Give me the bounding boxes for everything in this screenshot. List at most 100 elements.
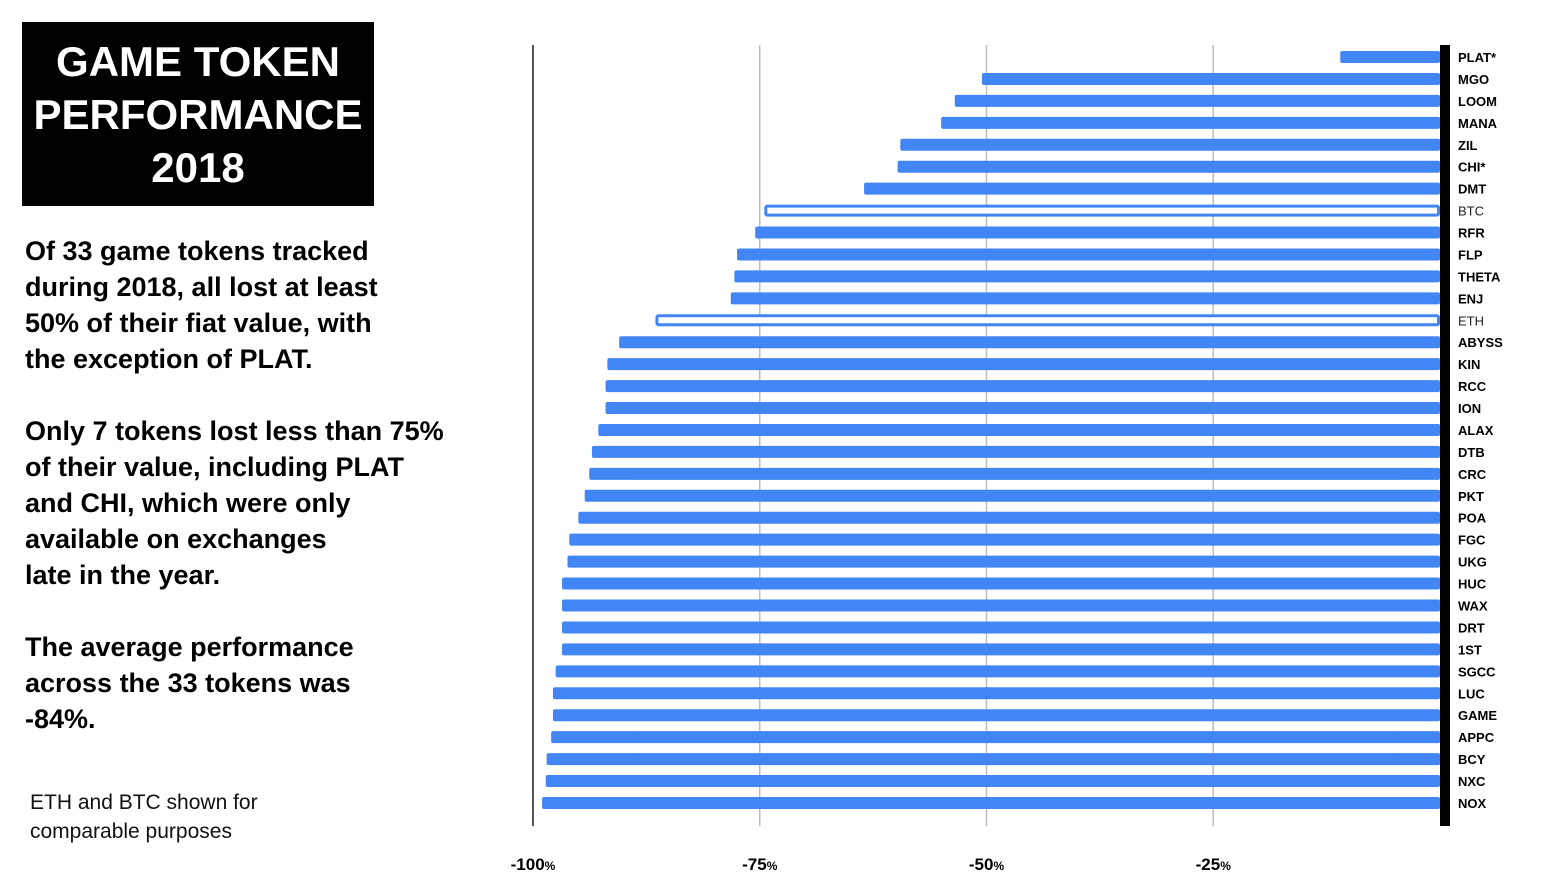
token-label: UKG — [1458, 555, 1487, 570]
bar-enj — [730, 292, 1440, 305]
x-tick-labels: -100% -75% -50% -25% — [511, 855, 1232, 874]
bar-crc — [589, 467, 1440, 480]
bar-rcc — [605, 380, 1440, 393]
zero-baseline — [1440, 45, 1450, 826]
summary-paragraph-1: Of 33 game tokens tracked during 2018, a… — [25, 233, 378, 377]
summary-3-line-1: The average performance — [25, 632, 354, 662]
footnote-line-1: ETH and BTC shown for — [30, 791, 258, 814]
bar-nox — [542, 796, 1440, 809]
token-label: GAME — [1458, 708, 1497, 723]
token-label: ION — [1458, 401, 1481, 416]
bar-pkt — [584, 489, 1440, 502]
token-label: 1ST — [1458, 642, 1482, 657]
summary-2-line-4: available on exchanges — [25, 524, 327, 554]
summary-1-line-3: 50% of their fiat value, with — [25, 308, 372, 338]
token-labels: PLAT* MGO LOOM MANA ZIL CHI* DMT BTC RFR FLP THETA… — [1458, 50, 1503, 811]
x-tick-label: -50% — [969, 855, 1005, 874]
token-label: PLAT* — [1458, 50, 1497, 65]
token-label: BTC — [1458, 204, 1484, 219]
token-label: HUC — [1458, 577, 1487, 592]
bar-zil — [900, 138, 1440, 151]
token-label: KIN — [1458, 357, 1480, 372]
bar-eth — [655, 314, 1440, 327]
bar-huc — [562, 577, 1440, 590]
token-label: ETH — [1458, 313, 1484, 328]
bar-flp — [737, 248, 1440, 261]
token-label: NOX — [1458, 796, 1487, 811]
token-label: LUC — [1458, 686, 1485, 701]
bar-btc — [764, 204, 1440, 217]
token-label: BCY — [1458, 752, 1486, 767]
footnote: ETH and BTC shown for comparable purpose… — [30, 788, 258, 846]
summary-paragraph-3: The average performance across the 33 to… — [25, 629, 354, 737]
token-label: CRC — [1458, 467, 1487, 482]
bar-game — [552, 709, 1440, 722]
x-tick-label: -25% — [1196, 855, 1232, 874]
bar-wax — [562, 599, 1440, 612]
token-label: MGO — [1458, 72, 1489, 87]
token-label: RFR — [1458, 226, 1485, 241]
bar-alax — [598, 423, 1440, 436]
token-label: ALAX — [1458, 423, 1494, 438]
summary-2-line-3: and CHI, which were only — [25, 488, 351, 518]
token-label: DMT — [1458, 182, 1486, 197]
bar-loom — [954, 94, 1440, 107]
bar-fgc — [569, 533, 1440, 546]
bars — [542, 51, 1440, 809]
title-line-3: 2018 — [151, 143, 245, 191]
summary-2-line-1: Only 7 tokens lost less than 75% — [25, 416, 444, 446]
token-label: NXC — [1458, 774, 1486, 789]
summary-1-line-1: Of 33 game tokens tracked — [25, 236, 369, 266]
bar-abyss — [619, 336, 1440, 349]
summary-1-line-2: during 2018, all lost at least — [25, 272, 378, 302]
bar-poa — [578, 511, 1440, 524]
token-label: ZIL — [1458, 138, 1478, 153]
bar-rfr — [755, 226, 1440, 239]
bar-luc — [552, 687, 1440, 700]
token-label: POA — [1458, 511, 1487, 526]
summary-1-line-4: the exception of PLAT. — [25, 344, 313, 374]
bar-mgo — [981, 72, 1440, 85]
token-label: WAX — [1458, 599, 1488, 614]
summary-2-line-2: of their value, including PLAT — [25, 452, 405, 482]
page-title: GAME TOKEN PERFORMANCE 2018 — [33, 35, 362, 194]
bar-chi — [897, 160, 1440, 173]
bar-kin — [607, 358, 1440, 371]
token-label: ABYSS — [1458, 335, 1503, 350]
summary-3-line-2: across the 33 tokens was — [25, 668, 351, 698]
bar-ion — [605, 402, 1440, 415]
summary-3-line-3: -84%. — [25, 704, 96, 734]
bar-appc — [551, 731, 1440, 744]
title-line-1: GAME TOKEN — [56, 37, 340, 85]
title-line-2: PERFORMANCE — [33, 90, 363, 138]
bar-drt — [562, 621, 1440, 634]
bar-mana — [941, 116, 1440, 129]
token-label: THETA — [1458, 269, 1501, 284]
token-label: MANA — [1458, 116, 1498, 131]
x-tick-label: -75% — [742, 855, 778, 874]
bar-theta — [734, 270, 1440, 283]
token-label: PKT — [1458, 489, 1484, 504]
summary-paragraph-2: Only 7 tokens lost less than 75% of thei… — [25, 413, 444, 593]
bar-dtb — [591, 445, 1440, 458]
token-label: LOOM — [1458, 94, 1497, 109]
token-label: CHI* — [1458, 160, 1486, 175]
bar-ukg — [567, 555, 1440, 568]
token-label: DTB — [1458, 445, 1485, 460]
token-label: APPC — [1458, 730, 1495, 745]
bar-plat — [1340, 51, 1440, 63]
bar-nxc — [545, 775, 1440, 788]
x-tick-label: -100% — [511, 855, 556, 874]
footnote-line-2: comparable purposes — [30, 820, 232, 843]
bar-1st — [562, 643, 1440, 656]
token-label: FLP — [1458, 247, 1483, 262]
summary-2-line-5: late in the year. — [25, 560, 221, 590]
token-label: SGCC — [1458, 664, 1496, 679]
token-label: FGC — [1458, 533, 1486, 548]
bar-sgcc — [555, 665, 1440, 678]
title-box: GAME TOKEN PERFORMANCE 2018 — [22, 22, 374, 206]
token-label: RCC — [1458, 379, 1487, 394]
token-label: ENJ — [1458, 291, 1483, 306]
token-label: DRT — [1458, 620, 1485, 635]
